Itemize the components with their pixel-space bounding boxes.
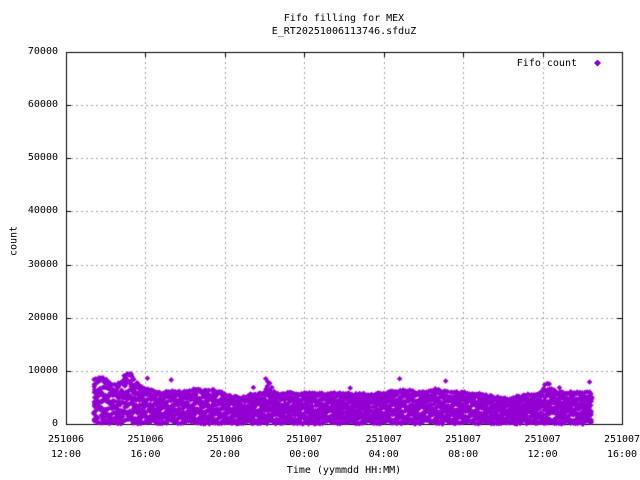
y-tick-label: 20000 [27, 311, 58, 323]
x-tick-label: 251007 00:00 [286, 434, 323, 460]
y-axis-label: count [8, 225, 20, 257]
x-tick-label: 251006 20:00 [206, 434, 243, 460]
y-tick-label: 60000 [27, 99, 58, 111]
chart-subtitle: E_RT20251006113746.sfduZ [271, 26, 417, 37]
chart-title: Fifo filling for MEX [283, 13, 405, 24]
y-tick-label: 0 [51, 418, 58, 429]
x-tick-label: 251007 16:00 [603, 434, 640, 460]
x-tick-label: 251007 04:00 [365, 434, 402, 460]
x-tick-label: 251006 16:00 [127, 434, 164, 460]
y-tick-label: 30000 [27, 258, 58, 270]
x-axis-label: Time (yymmdd HH:MM) [286, 465, 402, 476]
y-tick-label: 40000 [27, 205, 58, 217]
y-tick-label: 10000 [27, 364, 58, 376]
x-tick-label: 251007 08:00 [445, 434, 482, 460]
diamond-icon [594, 59, 601, 67]
y-tick-label: 70000 [27, 46, 58, 57]
y-tick-label: 50000 [27, 152, 58, 164]
x-tick-label: 251007 12:00 [524, 434, 561, 460]
x-tick-label: 251006 12:00 [47, 434, 85, 460]
legend-label: Fifo count [516, 57, 577, 69]
legend: Fifo count [517, 57, 601, 69]
